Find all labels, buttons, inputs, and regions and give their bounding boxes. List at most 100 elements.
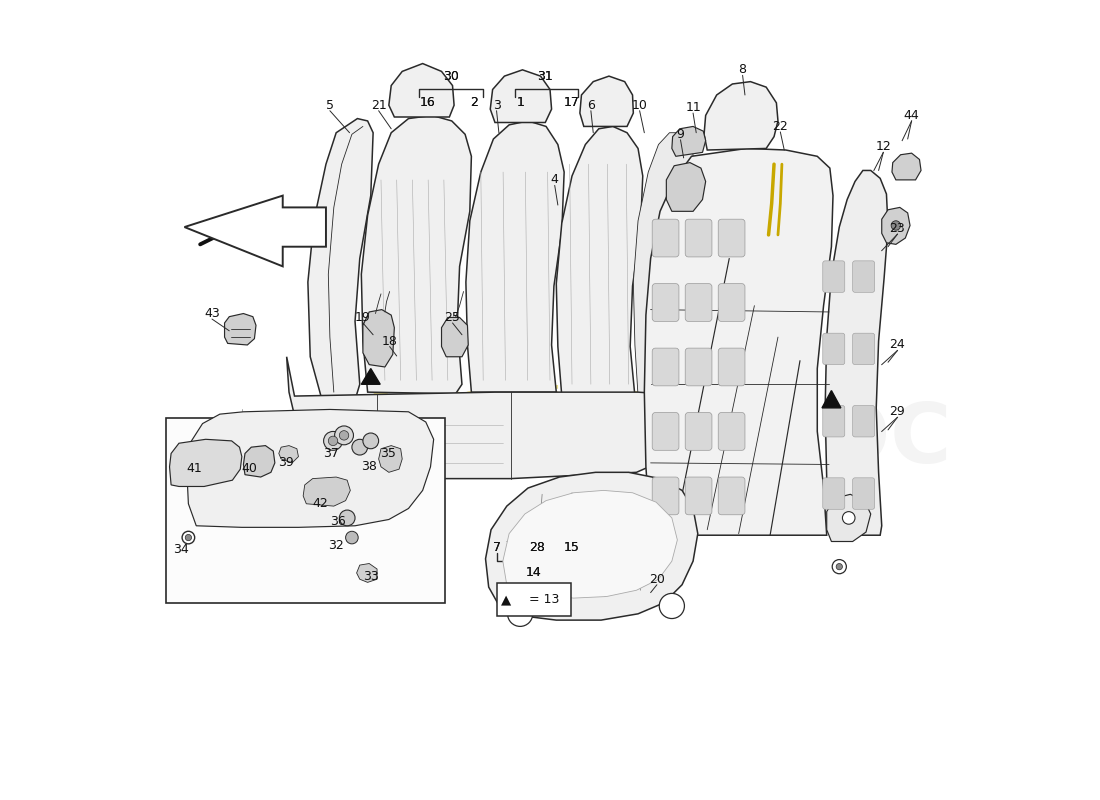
FancyBboxPatch shape bbox=[652, 348, 679, 386]
Text: 39: 39 bbox=[278, 456, 294, 470]
Circle shape bbox=[843, 512, 855, 524]
Polygon shape bbox=[187, 410, 433, 527]
Circle shape bbox=[339, 430, 349, 440]
Text: 24: 24 bbox=[890, 338, 905, 351]
FancyBboxPatch shape bbox=[823, 478, 845, 510]
Text: 11: 11 bbox=[685, 101, 701, 114]
Text: 1: 1 bbox=[516, 96, 524, 110]
FancyBboxPatch shape bbox=[496, 583, 571, 616]
FancyBboxPatch shape bbox=[852, 333, 874, 365]
Circle shape bbox=[183, 531, 195, 544]
FancyBboxPatch shape bbox=[166, 418, 446, 603]
Text: 30: 30 bbox=[443, 70, 459, 82]
Polygon shape bbox=[704, 82, 778, 150]
Text: 31: 31 bbox=[538, 70, 553, 82]
Text: 35: 35 bbox=[381, 447, 396, 460]
Polygon shape bbox=[503, 490, 678, 598]
Text: 6: 6 bbox=[587, 98, 595, 112]
Text: 9: 9 bbox=[676, 128, 684, 141]
Text: 40: 40 bbox=[242, 462, 257, 475]
Polygon shape bbox=[169, 439, 242, 486]
Text: 5: 5 bbox=[326, 98, 334, 112]
Circle shape bbox=[352, 439, 367, 455]
FancyBboxPatch shape bbox=[823, 406, 845, 437]
FancyBboxPatch shape bbox=[652, 219, 679, 257]
Polygon shape bbox=[356, 563, 377, 582]
Text: 30: 30 bbox=[443, 70, 459, 82]
Polygon shape bbox=[361, 369, 381, 384]
Polygon shape bbox=[278, 446, 298, 463]
Circle shape bbox=[363, 433, 378, 449]
FancyBboxPatch shape bbox=[718, 284, 745, 322]
Polygon shape bbox=[304, 477, 350, 506]
Polygon shape bbox=[308, 118, 373, 400]
Polygon shape bbox=[580, 76, 634, 126]
Text: 18: 18 bbox=[382, 334, 397, 347]
Text: 19: 19 bbox=[355, 311, 371, 324]
Text: 1: 1 bbox=[516, 95, 524, 109]
Text: 28: 28 bbox=[529, 542, 544, 554]
Circle shape bbox=[323, 431, 342, 450]
Text: 32: 32 bbox=[328, 539, 344, 552]
Text: 33: 33 bbox=[363, 570, 378, 583]
Text: 31: 31 bbox=[538, 70, 553, 82]
Text: 10: 10 bbox=[631, 98, 648, 112]
Text: AUTODOC: AUTODOC bbox=[494, 399, 953, 480]
Circle shape bbox=[891, 221, 901, 230]
FancyBboxPatch shape bbox=[718, 477, 745, 514]
Text: a passion for parts...: a passion for parts... bbox=[371, 386, 729, 414]
FancyBboxPatch shape bbox=[652, 284, 679, 322]
Text: ▲: ▲ bbox=[500, 593, 512, 606]
Circle shape bbox=[836, 563, 843, 570]
Text: 16: 16 bbox=[419, 95, 436, 109]
Text: 22: 22 bbox=[772, 120, 789, 133]
Polygon shape bbox=[224, 314, 256, 345]
FancyBboxPatch shape bbox=[852, 261, 874, 292]
Polygon shape bbox=[243, 446, 275, 477]
Polygon shape bbox=[557, 126, 642, 396]
Text: 41: 41 bbox=[187, 462, 202, 475]
Text: 21: 21 bbox=[371, 98, 386, 112]
Text: 36: 36 bbox=[330, 515, 345, 528]
FancyBboxPatch shape bbox=[652, 477, 679, 514]
Text: 15: 15 bbox=[563, 542, 580, 554]
FancyBboxPatch shape bbox=[685, 413, 712, 450]
Text: 4: 4 bbox=[551, 174, 559, 186]
Text: 2: 2 bbox=[471, 96, 478, 110]
Polygon shape bbox=[645, 149, 833, 535]
Text: 14: 14 bbox=[526, 566, 541, 579]
Text: 15: 15 bbox=[563, 542, 580, 554]
Circle shape bbox=[185, 534, 191, 541]
Polygon shape bbox=[892, 153, 921, 180]
FancyBboxPatch shape bbox=[852, 478, 874, 510]
Polygon shape bbox=[287, 357, 692, 478]
Text: 38: 38 bbox=[361, 460, 377, 474]
FancyBboxPatch shape bbox=[852, 406, 874, 437]
Text: 12: 12 bbox=[876, 140, 891, 154]
Polygon shape bbox=[882, 207, 910, 244]
Polygon shape bbox=[491, 70, 551, 122]
FancyBboxPatch shape bbox=[718, 348, 745, 386]
Circle shape bbox=[507, 602, 532, 626]
Polygon shape bbox=[667, 162, 706, 211]
Polygon shape bbox=[363, 310, 395, 367]
Polygon shape bbox=[361, 115, 472, 394]
FancyBboxPatch shape bbox=[652, 413, 679, 450]
Polygon shape bbox=[485, 472, 697, 620]
Text: 42: 42 bbox=[312, 498, 328, 510]
Text: 7: 7 bbox=[493, 542, 500, 554]
Text: 17: 17 bbox=[563, 95, 580, 109]
Text: = 13: = 13 bbox=[528, 593, 559, 606]
Polygon shape bbox=[827, 494, 871, 542]
Polygon shape bbox=[378, 446, 403, 472]
Polygon shape bbox=[825, 170, 888, 535]
FancyBboxPatch shape bbox=[718, 413, 745, 450]
Text: 14: 14 bbox=[526, 566, 541, 579]
Circle shape bbox=[339, 510, 355, 526]
Polygon shape bbox=[672, 126, 706, 156]
Text: 37: 37 bbox=[323, 447, 340, 460]
Circle shape bbox=[659, 594, 684, 618]
Text: 17: 17 bbox=[563, 96, 580, 110]
Text: 25: 25 bbox=[444, 311, 461, 324]
FancyBboxPatch shape bbox=[823, 261, 845, 292]
